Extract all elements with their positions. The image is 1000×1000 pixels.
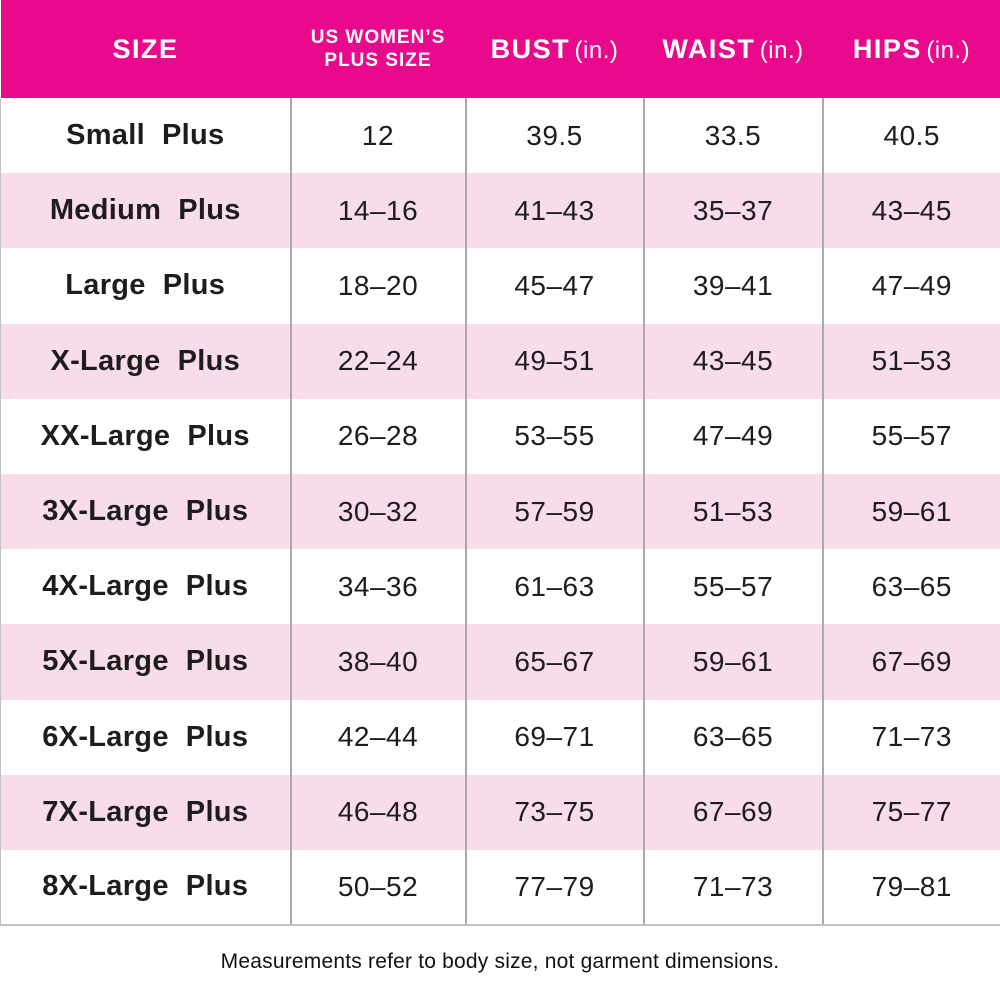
row-bust-value: 45–47 [464,248,644,324]
row-hips-value: 40.5 [821,98,1000,174]
header-us-line1: US WOMEN’S [310,27,446,48]
row-size-label: Medium Plus [0,173,291,249]
row-size-label: Small Plus [0,98,291,174]
size-chart-table: SIZE US WOMEN’S PLUS SIZE BUST (in.) WAIS… [0,0,1000,927]
header-waist-unit: (in.) [759,36,804,64]
table-row: X-Large Plus 22–24 49–51 43–45 51–53 [0,323,1000,399]
header-cell-us-plus-size: US WOMEN’S PLUS SIZE [290,0,466,98]
header-bust-label: BUST [490,33,571,64]
header-row: SIZE US WOMEN’S PLUS SIZE BUST (in.) WAIS… [0,0,1000,98]
table-row: Medium Plus 14–16 41–43 35–37 43–45 [0,173,1000,249]
row-hips-value: 79–81 [821,849,1000,927]
row-us-size-value: 18–20 [289,248,466,324]
row-hips-value: 43–45 [821,173,1000,249]
header-cell-hips: HIPS (in.) [822,0,1000,98]
header-size-label: SIZE [112,33,179,64]
table-row: 3X-Large Plus 30–32 57–59 51–53 59–61 [0,473,1000,550]
row-hips-value: 51–53 [821,323,1000,399]
row-bust-value: 73–75 [464,774,644,850]
row-waist-value: 59–61 [642,624,823,700]
row-waist-value: 51–53 [642,473,823,550]
table-row: 8X-Large Plus 50–52 77–79 71–73 79–81 [0,849,1000,927]
row-hips-value: 67–69 [821,624,1000,700]
row-bust-value: 57–59 [464,473,644,550]
row-size-label: 5X-Large Plus [0,624,291,700]
header-cell-bust: BUST (in.) [465,0,644,98]
row-waist-value: 35–37 [642,173,823,249]
row-bust-value: 77–79 [464,849,644,927]
header-us-line2: PLUS SIZE [324,50,432,71]
row-bust-value: 69–71 [464,699,644,775]
row-waist-value: 39–41 [642,248,823,324]
row-bust-value: 49–51 [464,323,644,399]
row-bust-value: 61–63 [464,549,644,625]
footnote: Measurements refer to body size, not gar… [220,950,780,974]
row-us-size-value: 46–48 [289,774,466,850]
row-size-label: XX-Large Plus [0,398,291,474]
row-waist-value: 67–69 [642,774,823,850]
table-row: Large Plus 18–20 45–47 39–41 47–49 [0,248,1000,324]
row-hips-value: 55–57 [821,398,1000,474]
row-us-size-value: 30–32 [289,473,466,550]
table-header: SIZE US WOMEN’S PLUS SIZE BUST (in.) WAIS… [0,0,1000,98]
row-waist-value: 55–57 [642,549,823,625]
row-us-size-value: 22–24 [289,323,466,399]
row-bust-value: 41–43 [464,173,644,249]
row-size-label: X-Large Plus [0,323,291,399]
table-row: 5X-Large Plus 38–40 65–67 59–61 67–69 [0,624,1000,700]
header-us-plus-size-label: US WOMEN’S PLUS SIZE [311,26,446,72]
header-hips-label: HIPS [852,33,922,64]
row-hips-value: 75–77 [821,774,1000,850]
row-waist-value: 33.5 [642,98,823,174]
size-table-body: Small Plus 12 39.5 33.5 40.5 Medium Plus… [0,98,1000,927]
table-row: 4X-Large Plus 34–36 61–63 55–57 63–65 [0,549,1000,625]
header-cell-size: SIZE [0,0,291,98]
row-us-size-value: 38–40 [289,624,466,700]
header-bust-unit: (in.) [574,36,619,64]
row-waist-value: 63–65 [642,699,823,775]
row-size-label: Large Plus [0,248,291,324]
row-waist-value: 43–45 [642,323,823,399]
row-bust-value: 39.5 [464,98,644,174]
size-chart-page: SIZE US WOMEN’S PLUS SIZE BUST (in.) WAIS… [0,0,1000,974]
row-size-label: 7X-Large Plus [0,774,291,850]
row-bust-value: 65–67 [464,624,644,700]
table-row: 7X-Large Plus 46–48 73–75 67–69 75–77 [0,774,1000,850]
row-waist-value: 47–49 [642,398,823,474]
row-us-size-value: 42–44 [289,699,466,775]
row-waist-value: 71–73 [642,849,823,927]
row-us-size-value: 50–52 [289,849,466,927]
row-size-label: 3X-Large Plus [0,473,291,550]
header-waist-label: WAIST [662,33,756,64]
table-row: Small Plus 12 39.5 33.5 40.5 [0,98,1000,174]
row-size-label: 8X-Large Plus [0,849,291,927]
header-hips-unit: (in.) [926,36,971,64]
row-us-size-value: 12 [289,98,466,174]
row-hips-value: 63–65 [821,549,1000,625]
table-row: 6X-Large Plus 42–44 69–71 63–65 71–73 [0,699,1000,775]
table-row: XX-Large Plus 26–28 53–55 47–49 55–57 [0,398,1000,474]
row-hips-value: 59–61 [821,473,1000,550]
row-us-size-value: 34–36 [289,549,466,625]
row-us-size-value: 26–28 [289,398,466,474]
row-size-label: 6X-Large Plus [0,699,291,775]
row-hips-value: 71–73 [821,699,1000,775]
row-us-size-value: 14–16 [289,173,466,249]
row-bust-value: 53–55 [464,398,644,474]
row-hips-value: 47–49 [821,248,1000,324]
row-size-label: 4X-Large Plus [0,549,291,625]
header-cell-waist: WAIST (in.) [643,0,823,98]
